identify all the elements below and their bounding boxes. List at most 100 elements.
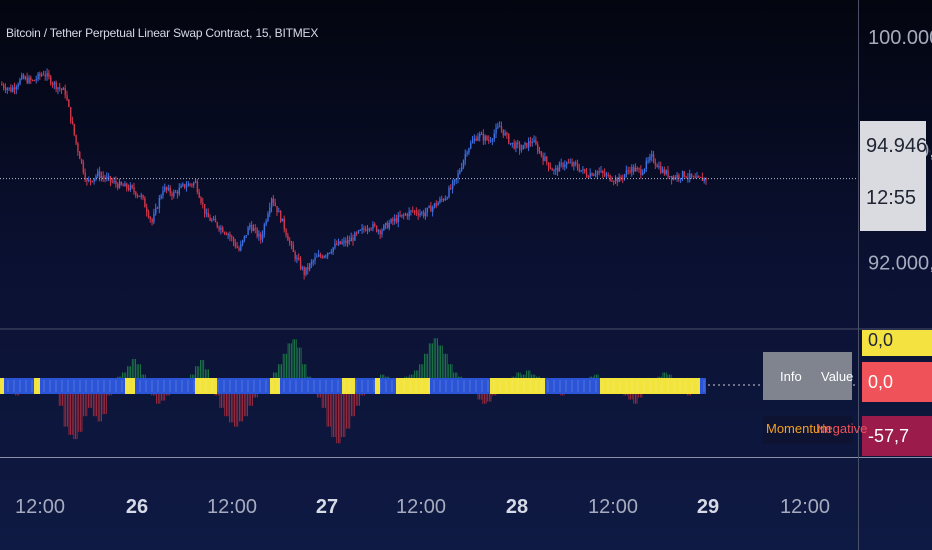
candle-body bbox=[251, 225, 253, 231]
candle-body bbox=[193, 182, 195, 186]
candle-body bbox=[265, 220, 267, 225]
candle-body bbox=[484, 136, 486, 141]
candle-body bbox=[299, 259, 302, 269]
candle-body bbox=[165, 187, 168, 190]
candle-body bbox=[160, 195, 162, 198]
candle-body bbox=[35, 79, 38, 81]
candle-body bbox=[229, 234, 231, 237]
candle-body bbox=[647, 160, 649, 162]
candle-body bbox=[169, 187, 171, 194]
price-tick-label: 100.000,0 bbox=[868, 27, 932, 49]
candle-body bbox=[395, 218, 398, 223]
status-band-yellow bbox=[270, 378, 280, 394]
candle-body bbox=[480, 133, 483, 135]
candle-body bbox=[234, 242, 237, 247]
time-tick-label: 27 bbox=[316, 496, 338, 518]
candle-body bbox=[645, 160, 648, 169]
candle-body bbox=[62, 88, 65, 90]
candle-body bbox=[15, 86, 18, 90]
candle-body bbox=[442, 199, 445, 201]
candle-body bbox=[509, 143, 512, 145]
candle-body bbox=[379, 230, 381, 235]
candle-body bbox=[231, 236, 233, 238]
candle-body bbox=[388, 223, 391, 229]
candle-body bbox=[535, 140, 537, 145]
candle-body bbox=[151, 219, 153, 223]
candle-body bbox=[352, 237, 354, 241]
candle-body bbox=[245, 235, 247, 237]
candle-body bbox=[108, 176, 110, 178]
candle-body bbox=[453, 179, 456, 182]
candle-body bbox=[4, 87, 7, 90]
candle-body bbox=[705, 178, 707, 181]
candle-body bbox=[549, 167, 552, 169]
candle-body bbox=[500, 126, 503, 130]
candle-body bbox=[573, 162, 575, 166]
candle-body bbox=[51, 83, 54, 85]
candle-body bbox=[290, 242, 293, 245]
candle-body bbox=[584, 169, 586, 173]
candle-body bbox=[522, 144, 524, 150]
candle-body bbox=[60, 88, 63, 90]
candle-body bbox=[397, 215, 400, 223]
candle-body bbox=[71, 120, 74, 124]
candle-body bbox=[89, 179, 92, 181]
candle-body bbox=[82, 162, 85, 173]
candle-body bbox=[611, 180, 613, 182]
info-col-label: Info bbox=[780, 369, 802, 384]
candle-body bbox=[41, 74, 43, 76]
candle-body bbox=[415, 210, 418, 214]
status-band-blue bbox=[135, 378, 195, 394]
candle-body bbox=[546, 156, 548, 163]
candle-body bbox=[605, 174, 608, 176]
candle-body bbox=[258, 233, 260, 237]
candle-body bbox=[511, 142, 514, 144]
candle-body bbox=[198, 192, 200, 198]
symbol-title[interactable]: Bitcoin / Tether Perpetual Linear Swap C… bbox=[6, 26, 319, 40]
candle-body bbox=[278, 211, 280, 213]
candle-body bbox=[457, 173, 459, 179]
price-tick-label: 92.000,0 bbox=[868, 253, 932, 275]
candle-body bbox=[296, 257, 298, 260]
candle-body bbox=[350, 237, 352, 242]
candle-body bbox=[102, 176, 104, 178]
candle-body bbox=[267, 213, 269, 221]
candle-body bbox=[327, 252, 329, 256]
time-tick-label: 28 bbox=[506, 496, 528, 518]
status-band-yellow bbox=[375, 378, 380, 394]
candle-body bbox=[699, 176, 702, 178]
candle-body bbox=[213, 218, 215, 220]
candle-body bbox=[158, 197, 161, 209]
candle-body bbox=[346, 240, 349, 244]
candle-body bbox=[79, 151, 81, 160]
candle-body bbox=[473, 138, 476, 141]
osc-badge-mid: 0,0 bbox=[862, 362, 932, 402]
candle-body bbox=[276, 206, 278, 213]
candle-body bbox=[167, 187, 170, 190]
candle-body bbox=[113, 180, 115, 182]
candle-body bbox=[343, 240, 345, 243]
time-tick-label: 12:00 bbox=[780, 496, 830, 518]
candle-body bbox=[336, 243, 338, 245]
candle-body bbox=[423, 212, 425, 217]
candle-body bbox=[441, 199, 443, 201]
candle-body bbox=[690, 173, 693, 177]
candle-body bbox=[661, 169, 664, 173]
candle-body bbox=[674, 176, 677, 179]
candle-body bbox=[28, 77, 30, 83]
candle-body bbox=[66, 95, 68, 100]
candle-body bbox=[64, 88, 66, 96]
candle-body bbox=[220, 227, 222, 230]
candle-body bbox=[356, 232, 358, 234]
candle-body bbox=[658, 165, 660, 168]
candle-body bbox=[334, 243, 336, 248]
candle-body bbox=[301, 267, 304, 269]
candle-body bbox=[191, 184, 193, 186]
candle-body bbox=[272, 198, 275, 203]
candle-body bbox=[126, 183, 128, 189]
candle-body bbox=[50, 76, 52, 84]
candle-body bbox=[48, 73, 50, 77]
candle-body bbox=[430, 206, 432, 212]
candle-body bbox=[399, 215, 401, 217]
